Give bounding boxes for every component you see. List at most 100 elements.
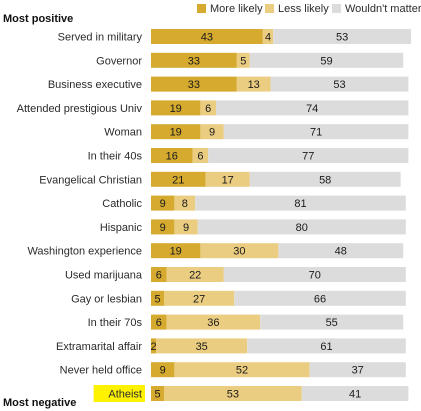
category-label: Governor xyxy=(96,55,142,67)
data-label: 41 xyxy=(349,389,361,401)
category-label: Never held office xyxy=(60,365,142,377)
bar-segment-3 xyxy=(309,362,406,378)
category-label: Atheist xyxy=(108,389,142,401)
legend: More likely Less likely Wouldn't matter xyxy=(197,3,421,15)
category-label: Served in military xyxy=(58,32,143,44)
data-label: 13 xyxy=(248,79,260,91)
legend-swatch-1 xyxy=(197,4,206,13)
bar-row: In their 40s 16 6 77 xyxy=(88,148,409,163)
data-label: 53 xyxy=(336,32,348,44)
legend-label-2: Less likely xyxy=(278,3,329,15)
data-label: 19 xyxy=(170,246,182,258)
data-label: 77 xyxy=(302,151,314,163)
bar-segment-3 xyxy=(197,219,406,235)
bar-segment-3 xyxy=(273,29,411,44)
bar-segment-3 xyxy=(249,171,401,187)
bar-segment-1 xyxy=(151,290,164,306)
data-label: 27 xyxy=(193,293,205,305)
bar-segment-1 xyxy=(151,52,237,68)
bar-segment-2 xyxy=(200,100,216,116)
bar-row: Catholic 9 8 81 xyxy=(102,195,406,211)
data-label: 8 xyxy=(182,198,188,210)
category-label: In their 70s xyxy=(88,317,143,329)
bar-segment-2 xyxy=(164,386,302,401)
bar-segment-1 xyxy=(151,100,201,116)
category-label: Gay or lesbian xyxy=(71,293,142,305)
legend-swatch-2 xyxy=(265,4,274,13)
bar-segment-1 xyxy=(151,362,175,378)
data-label: 71 xyxy=(310,127,322,139)
data-label: 80 xyxy=(296,222,308,234)
legend-label-3: Wouldn't matter xyxy=(345,3,421,15)
category-label: In their 40s xyxy=(88,151,143,163)
bar-row: Business executive 33 13 53 xyxy=(48,76,409,92)
category-label: Extramarital affair xyxy=(56,341,142,353)
data-label: 19 xyxy=(170,103,182,115)
category-label: Attended prestigious Univ xyxy=(17,103,143,115)
data-label: 5 xyxy=(240,55,246,67)
data-label: 74 xyxy=(306,103,318,115)
data-label: 16 xyxy=(166,151,178,163)
data-label: 61 xyxy=(320,341,332,353)
bar-segment-3 xyxy=(208,148,409,163)
bar-segment-1 xyxy=(151,76,237,92)
data-label: 9 xyxy=(160,222,166,234)
bar-segment-1 xyxy=(151,171,206,187)
category-label: Hispanic xyxy=(100,222,143,234)
category-label: Business executive xyxy=(48,79,142,91)
bar-row: In their 70s 6 36 55 xyxy=(88,314,404,330)
data-label: 33 xyxy=(188,55,200,67)
bar-segment-3 xyxy=(195,195,406,211)
bar-row: Washington experience 19 30 48 xyxy=(27,243,404,259)
bar-segment-3 xyxy=(234,290,406,306)
data-label: 35 xyxy=(196,341,208,353)
data-label: 9 xyxy=(160,365,166,377)
data-label: 9 xyxy=(160,198,166,210)
data-label: 81 xyxy=(294,198,306,210)
bar-segment-2 xyxy=(166,314,261,330)
bar-row: Hispanic 9 9 80 xyxy=(100,219,406,235)
data-label: 52 xyxy=(236,365,248,377)
bar-row: Governor 33 5 59 xyxy=(96,52,404,68)
bar-segment-3 xyxy=(260,314,404,330)
bar-segment-1 xyxy=(151,314,167,330)
data-label: 66 xyxy=(314,293,326,305)
bar-segment-1 xyxy=(151,195,175,211)
bar-row: Served in military 43 4 53 xyxy=(58,29,411,44)
bar-segment-2 xyxy=(205,171,250,187)
bar-segment-2 xyxy=(200,243,279,259)
data-label: 19 xyxy=(170,127,182,139)
bar-segment-3 xyxy=(223,267,406,282)
bar-row: Attended prestigious Univ 19 6 74 xyxy=(17,100,409,116)
data-label: 6 xyxy=(156,270,162,282)
bar-segment-2 xyxy=(164,290,235,306)
bar-segment-2 xyxy=(174,362,310,378)
bar-row: Woman 19 9 71 xyxy=(104,124,409,140)
bar-segment-2 xyxy=(200,124,224,140)
data-label: 70 xyxy=(309,270,321,282)
bar-segment-1 xyxy=(151,243,201,259)
bar-row: Never held office 9 52 37 xyxy=(60,362,406,378)
bar-segment-1 xyxy=(151,267,167,282)
bar-segment-1 xyxy=(151,29,263,44)
bar-row: Extramarital affair 2 35 61 xyxy=(56,338,406,354)
data-label: 9 xyxy=(209,127,215,139)
data-label: 43 xyxy=(201,32,213,44)
bar-segment-3 xyxy=(223,124,409,140)
data-label: 21 xyxy=(172,174,184,186)
bar-segment-2 xyxy=(174,195,196,211)
data-label: 5 xyxy=(154,293,160,305)
data-label: 4 xyxy=(265,32,271,44)
bar-segment-3 xyxy=(270,76,409,92)
bar-segment-2 xyxy=(236,76,271,92)
data-label: 6 xyxy=(205,103,211,115)
data-label: 6 xyxy=(197,151,203,163)
bar-segment-3 xyxy=(216,100,409,116)
bar-segment-3 xyxy=(249,52,404,68)
bar-segment-1 xyxy=(151,338,157,354)
bar-segment-3 xyxy=(247,338,406,354)
data-label: 6 xyxy=(156,317,162,329)
data-label: 22 xyxy=(189,270,201,282)
data-label: 48 xyxy=(335,246,347,258)
